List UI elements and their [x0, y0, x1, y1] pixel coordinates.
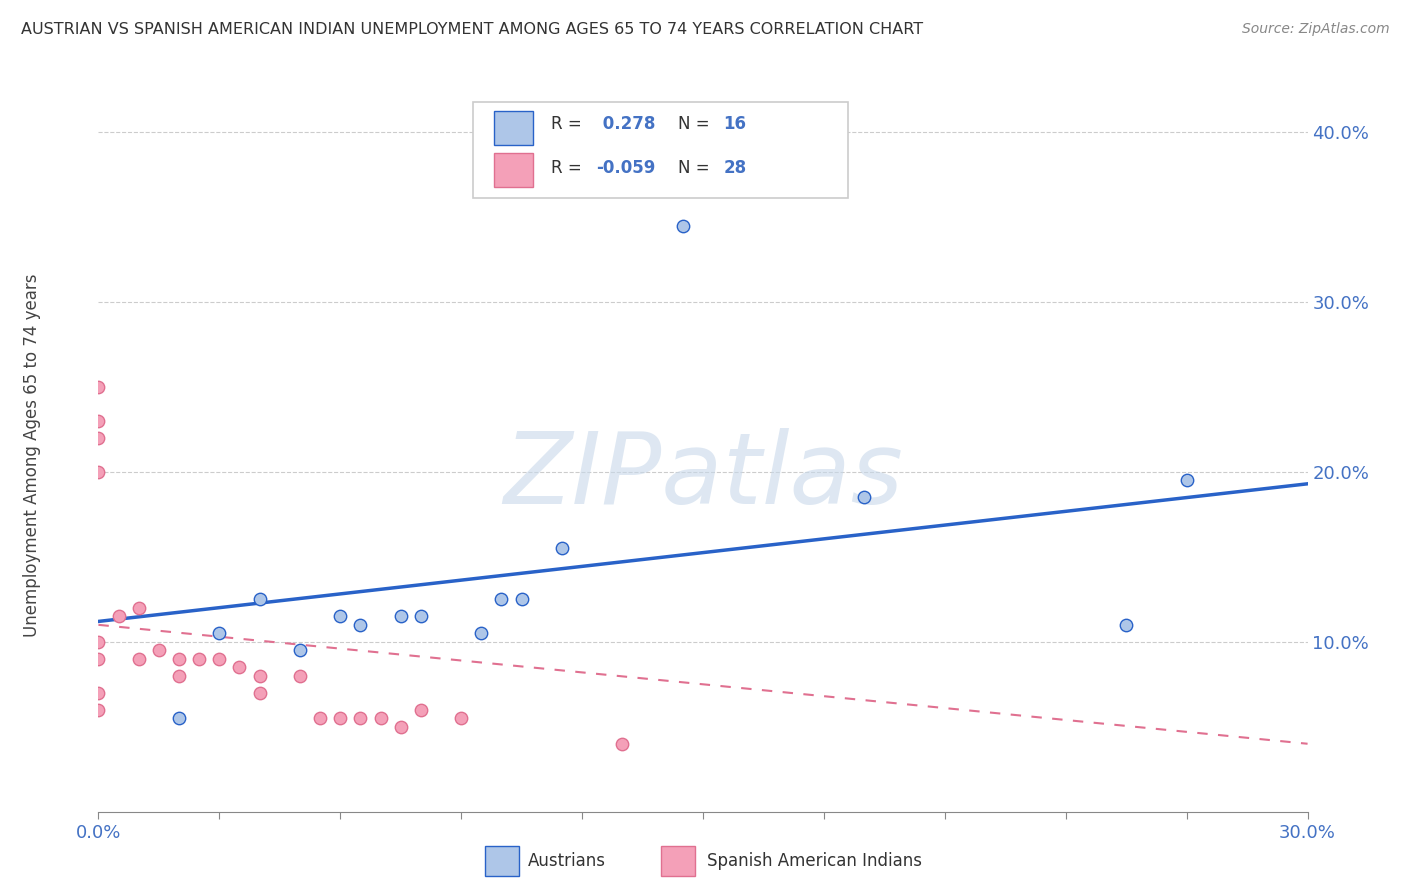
Point [228, 660, 250, 674]
Text: N =: N = [678, 159, 714, 177]
Text: 0.278: 0.278 [596, 115, 655, 133]
Point [329, 609, 352, 624]
Point [672, 219, 695, 233]
Text: 28: 28 [724, 159, 747, 177]
Point [188, 652, 211, 666]
Point [107, 609, 129, 624]
Point [1115, 617, 1137, 632]
Text: N =: N = [678, 115, 714, 133]
Text: Source: ZipAtlas.com: Source: ZipAtlas.com [1241, 22, 1389, 37]
Point [349, 617, 371, 632]
Text: ZIPatlas: ZIPatlas [503, 428, 903, 524]
Point [87, 380, 110, 394]
Point [510, 592, 533, 607]
Point [128, 652, 150, 666]
Point [249, 592, 271, 607]
Point [470, 626, 492, 640]
Bar [494, 153, 533, 187]
Point [167, 669, 190, 683]
Point [409, 609, 432, 624]
Point [148, 643, 170, 657]
Text: R =: R = [551, 115, 586, 133]
Point [389, 720, 412, 734]
Point [491, 592, 513, 607]
Point [167, 652, 190, 666]
Text: -0.059: -0.059 [596, 159, 657, 177]
Point [612, 737, 634, 751]
Point [409, 703, 432, 717]
Point [288, 643, 311, 657]
Text: Unemployment Among Ages 65 to 74 years: Unemployment Among Ages 65 to 74 years [22, 273, 41, 637]
Text: Spanish American Indians: Spanish American Indians [707, 852, 921, 870]
Point [853, 491, 876, 505]
Text: R =: R = [551, 159, 586, 177]
Point [249, 669, 271, 683]
Point [128, 600, 150, 615]
Point [208, 626, 231, 640]
Point [87, 431, 110, 445]
Bar [485, 846, 519, 876]
Point [551, 541, 574, 556]
Point [87, 635, 110, 649]
Point [208, 652, 231, 666]
Bar [661, 846, 695, 876]
Point [249, 686, 271, 700]
Point [349, 711, 371, 725]
Point [167, 711, 190, 725]
Point [309, 711, 332, 725]
FancyBboxPatch shape [474, 102, 848, 198]
Bar [494, 112, 533, 145]
Point [288, 669, 311, 683]
Point [87, 703, 110, 717]
Point [329, 711, 352, 725]
Point [87, 414, 110, 428]
Point [87, 465, 110, 479]
Point [87, 686, 110, 700]
Text: 16: 16 [724, 115, 747, 133]
Point [370, 711, 392, 725]
Point [389, 609, 412, 624]
Text: AUSTRIAN VS SPANISH AMERICAN INDIAN UNEMPLOYMENT AMONG AGES 65 TO 74 YEARS CORRE: AUSTRIAN VS SPANISH AMERICAN INDIAN UNEM… [21, 22, 924, 37]
Text: Austrians: Austrians [527, 852, 606, 870]
Point [1175, 474, 1198, 488]
Point [450, 711, 472, 725]
Point [87, 652, 110, 666]
